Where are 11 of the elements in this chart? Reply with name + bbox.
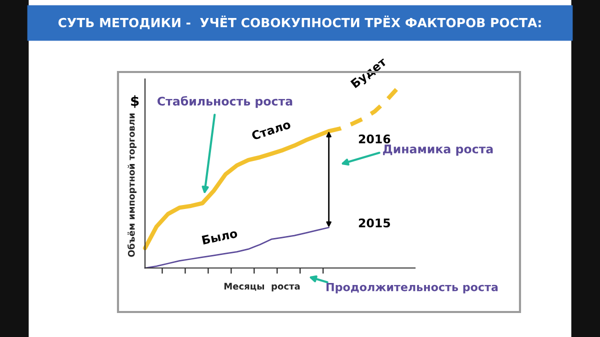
x-axis-title: Месяцы роста: [224, 282, 300, 292]
chart-title: СУТЬ МЕТОДИКИ - УЧЁТ СОВОКУПНОСТИ ТРЁХ ФАКТОРОВ РОСТА:: [58, 16, 541, 30]
text: Было: [202, 228, 238, 245]
annotation: 2016: [358, 134, 390, 144]
text: Продолжительность роста: [326, 282, 498, 294]
annotation: 2015: [358, 218, 390, 228]
annotation: Стабильность роста: [158, 96, 292, 108]
text: Стало: [251, 120, 292, 140]
text: $: [131, 95, 139, 108]
annotation: Динамика роста: [383, 144, 493, 156]
y-axis-title: Объём импортной торговли: [127, 113, 137, 257]
